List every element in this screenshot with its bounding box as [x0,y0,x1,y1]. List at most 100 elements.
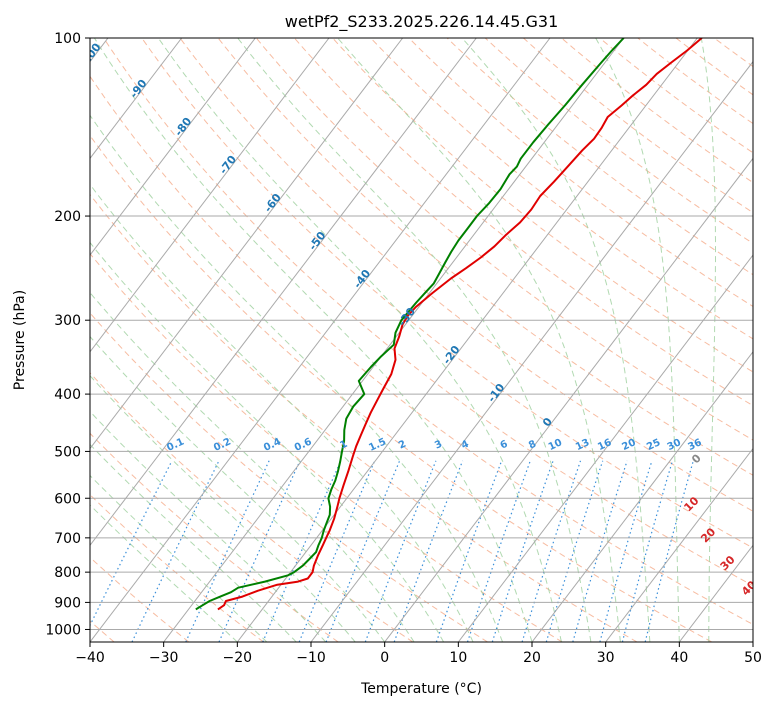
isotherm-line [531,350,753,642]
mixing-ratio-line [185,460,270,642]
mixing-ratio-label: 8 [527,439,538,452]
mixing-ratio-line [621,460,674,642]
moist-adiabat [90,474,268,642]
mixing-ratio-label: 10 [547,437,564,453]
dewpoint-line [195,38,625,611]
plot-frame [89,37,754,643]
isotherm-line [90,38,404,450]
isotherm-label: 0 [540,415,555,429]
dry-adiabat [90,432,339,642]
x-tick-label: 0 [380,650,389,666]
moist-adiabat-label: 30 [718,553,738,573]
y-tick-label: 100 [54,31,81,47]
dry-adiabat [752,38,753,40]
y-axis-label: Pressure (hPa) [12,290,28,390]
mixing-ratio-line [131,460,220,642]
curve-labels: -100-90-80-70-60-50-40-30-20-1000.1 0.2 0.… [90,40,759,598]
dry-adiabat [90,193,638,642]
moist-adiabat [461,38,651,642]
isotherm-line [236,38,698,642]
isotherm-label: -10 [485,381,508,405]
isotherm-line [90,38,183,160]
dry-adiabat [90,556,190,642]
dry-adiabat [90,252,563,642]
y-tick-label: 600 [54,491,81,507]
isotherm-label: -40 [351,267,374,291]
isotherm-line [678,544,753,642]
moist-adiabat [237,38,592,642]
dry-adiabat [484,38,753,244]
axes: −40 −30 −20 −10 0 10 20 30 40 5010009008007006005… [45,31,762,666]
moist-adiabat [90,291,415,642]
x-tick-label: 50 [744,650,762,666]
mixing-ratio-label: 16 [596,437,613,453]
isotherm-line [90,38,256,256]
isotherm-line [90,38,330,353]
x-tick-label: 20 [523,650,541,666]
mixing-ratio-label: 3 [433,439,444,452]
dry-adiabat [561,38,753,184]
freezing-label: 0 [689,451,704,466]
mixing-ratio-line [393,460,464,642]
mixing-ratio-line [466,460,531,642]
moist-adiabat [90,335,386,642]
mixing-ratio-line [364,460,437,642]
isotherm-label: -60 [262,191,285,215]
y-tick-label: 900 [54,595,81,611]
y-tick-label: 700 [54,531,81,547]
dry-adiabat [713,38,753,68]
isotherm-label: -80 [172,115,195,139]
moist-adiabat [337,38,621,642]
dry-adiabat [332,38,753,373]
y-tick-label: 500 [54,444,81,460]
isotherm-label: -20 [440,343,463,367]
y-tick-label: 800 [54,565,81,581]
y-tick-label: 1000 [45,622,81,638]
x-tick-label: −20 [223,650,253,666]
mixing-ratio-label: 36 [686,437,703,453]
mixing-ratio-label: 2 [397,439,408,452]
dry-adiabat [599,38,753,154]
moist-adiabat-label: 10 [681,494,701,514]
moist-adiabat [90,114,503,642]
dry-adiabat [90,372,414,642]
dry-adiabat [255,38,753,441]
y-tick-label: 200 [54,209,81,225]
isotherm-label: -90 [127,77,150,101]
moist-adiabat [93,38,533,642]
dry-adiabat [141,38,753,549]
moist-adiabat [157,38,562,642]
x-tick-label: 10 [449,650,467,666]
mixing-ratio-label: 6 [499,439,510,452]
dry-adiabat [408,38,753,308]
mixing-ratio-line [491,460,554,642]
mixing-ratio-line [545,460,604,642]
dry-adiabat [523,38,753,214]
moist-adiabat-label: 40 [739,578,759,598]
x-tick-label: 40 [670,650,688,666]
mixing-ratio-label: 20 [620,437,637,453]
x-tick-label: −10 [296,650,326,666]
mixing-ratio-label: 30 [666,437,683,453]
moist-adiabat [90,183,474,642]
isotherm-line [90,38,477,547]
moist-adiabat [90,410,327,642]
dry-adiabat [103,38,753,587]
chart-title: wetPf2_S233.2025.226.14.45.G31 [285,12,559,32]
dry-adiabat [370,38,753,340]
background-lines [90,38,753,642]
isotherm-line [605,447,753,642]
dry-adiabat [637,38,753,125]
x-tick-label: −30 [149,650,179,666]
moist-adiabat [90,443,297,642]
x-tick-label: −40 [75,650,105,666]
y-tick-label: 300 [54,313,81,329]
isotherm-line [457,254,753,642]
moist-adiabat [700,38,716,642]
dry-adiabat [90,75,753,625]
temperature-line [217,38,703,611]
mixing-ratio-line [262,460,342,642]
mixing-ratio-line [298,460,376,642]
y-tick-label: 400 [54,387,81,403]
